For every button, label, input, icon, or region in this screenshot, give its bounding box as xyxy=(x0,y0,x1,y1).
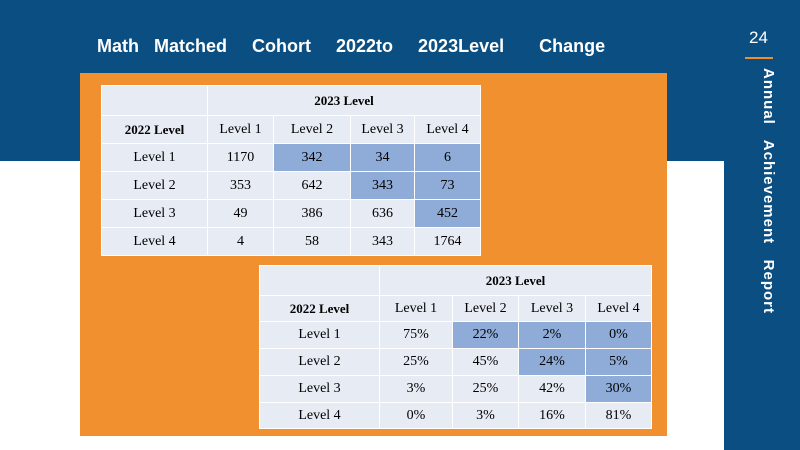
group-header: 2023 Level xyxy=(379,265,652,296)
table-cell: 24% xyxy=(518,348,586,376)
side-band xyxy=(724,0,800,450)
column-header: Level 1 xyxy=(207,115,274,144)
table-cell: 342 xyxy=(273,143,351,172)
slide-title: Math Matched Cohort 2022to 2023Level Cha… xyxy=(97,36,606,56)
table-row: Level 1 75% 22% 2% 0% xyxy=(259,321,652,349)
table-cell: 42% xyxy=(518,375,586,403)
row-label: Level 2 xyxy=(259,348,380,376)
table-cell: 636 xyxy=(350,199,415,228)
row-header: 2022 Level xyxy=(101,115,208,144)
group-header: 2023 Level xyxy=(207,85,481,116)
table-row: Level 1 1170 342 34 6 xyxy=(101,143,481,172)
table-row: Level 3 49 386 636 452 xyxy=(101,199,481,228)
row-label: Level 3 xyxy=(101,199,208,228)
table-row: Level 2 25% 45% 24% 5% xyxy=(259,348,652,376)
row-header: 2022 Level xyxy=(259,295,380,322)
table-cell: 0% xyxy=(379,402,453,429)
table-cell: 30% xyxy=(585,375,652,403)
accent-line xyxy=(745,57,773,59)
table-row: Level 3 3% 25% 42% 30% xyxy=(259,375,652,403)
table-cell: 343 xyxy=(350,171,415,200)
column-header: Level 3 xyxy=(350,115,415,144)
table-cell: 2% xyxy=(518,321,586,349)
column-header: Level 1 xyxy=(379,295,453,322)
row-label: Level 1 xyxy=(259,321,380,349)
table-cell: 49 xyxy=(207,199,274,228)
column-header: Level 4 xyxy=(585,295,652,322)
row-label: Level 4 xyxy=(101,227,208,256)
percent-table: 2023 Level 2022 Level Level 1 Level 2 Le… xyxy=(259,265,652,429)
table-cell: 343 xyxy=(350,227,415,256)
empty-cell xyxy=(259,265,380,296)
row-label: Level 1 xyxy=(101,143,208,172)
table-row: Level 2 353 642 343 73 xyxy=(101,171,481,200)
table-cell: 75% xyxy=(379,321,453,349)
table-cell: 1170 xyxy=(207,143,274,172)
table-cell: 16% xyxy=(518,402,586,429)
table-cell: 45% xyxy=(452,348,519,376)
table-cell: 25% xyxy=(452,375,519,403)
table-cell: 81% xyxy=(585,402,652,429)
table-row: Level 4 4 58 343 1764 xyxy=(101,227,481,256)
table-cell: 58 xyxy=(273,227,351,256)
count-table: 2023 Level 2022 Level Level 1 Level 2 Le… xyxy=(101,85,481,256)
row-label: Level 2 xyxy=(101,171,208,200)
table-cell: 386 xyxy=(273,199,351,228)
table-cell: 5% xyxy=(585,348,652,376)
table-cell: 642 xyxy=(273,171,351,200)
page-number: 24 xyxy=(749,28,768,47)
table-cell: 452 xyxy=(414,199,481,228)
table-cell: 0% xyxy=(585,321,652,349)
table-cell: 34 xyxy=(350,143,415,172)
table-cell: 1764 xyxy=(414,227,481,256)
table-cell: 25% xyxy=(379,348,453,376)
row-label: Level 3 xyxy=(259,375,380,403)
column-header: Level 2 xyxy=(452,295,519,322)
table-cell: 6 xyxy=(414,143,481,172)
table-cell: 4 xyxy=(207,227,274,256)
column-header: Level 3 xyxy=(518,295,586,322)
empty-cell xyxy=(101,85,208,116)
row-label: Level 4 xyxy=(259,402,380,429)
table-row: Level 4 0% 3% 16% 81% xyxy=(259,402,652,429)
table-cell: 3% xyxy=(379,375,453,403)
column-header: Level 4 xyxy=(414,115,481,144)
table-cell: 73 xyxy=(414,171,481,200)
side-report-title: Annual Achievement Report xyxy=(760,68,777,314)
column-header: Level 2 xyxy=(273,115,351,144)
table-cell: 3% xyxy=(452,402,519,429)
table-cell: 353 xyxy=(207,171,274,200)
table-cell: 22% xyxy=(452,321,519,349)
